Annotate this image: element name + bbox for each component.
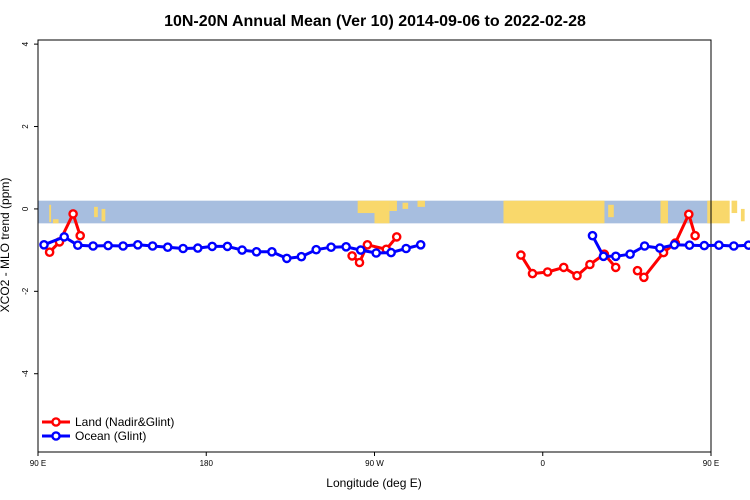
y-tick-label: -4	[21, 370, 30, 378]
ocean-data-point	[73, 240, 83, 250]
ocean-data-point	[401, 243, 411, 254]
land-data-point	[639, 272, 649, 283]
land-data-point	[354, 257, 365, 268]
land-data-point	[558, 262, 569, 273]
x-axis: 90 E 180 90 W 0 90 E	[30, 452, 719, 468]
map-land	[417, 200, 425, 207]
map-land	[49, 204, 52, 223]
x-tick-label: 90 E	[30, 459, 46, 468]
series-layer	[39, 209, 750, 283]
map-land	[503, 200, 605, 224]
land-data-point	[585, 259, 595, 270]
ocean-data-point	[598, 251, 609, 262]
x-tick-label: 180	[200, 459, 214, 468]
land-series-line	[48, 212, 82, 254]
ocean-data-point	[655, 243, 665, 253]
ocean-data-point	[103, 240, 113, 251]
y-tick-label: 4	[21, 41, 30, 46]
land-data-point	[516, 250, 526, 260]
map-land	[389, 200, 397, 211]
ocean-data-point	[415, 239, 426, 250]
ocean-data-point	[625, 249, 635, 259]
map-land	[608, 204, 614, 218]
land-data-point	[68, 209, 78, 219]
map-land	[402, 202, 409, 209]
y-tick-label: -2	[21, 287, 30, 295]
land-data-point	[610, 262, 621, 273]
legend-ocean-label: Ocean (Glint)	[75, 429, 146, 443]
legend: Land (Nadir&Glint)Ocean (Glint)	[42, 415, 174, 443]
ocean-data-point	[281, 253, 292, 264]
ocean-data-point	[39, 239, 49, 250]
map-land	[660, 200, 669, 224]
ocean-data-point	[355, 245, 366, 255]
x-tick-label: 90 E	[703, 459, 719, 468]
ocean-data-point	[611, 251, 621, 262]
legend-land-label: Land (Nadir&Glint)	[75, 415, 174, 429]
ocean-data-point	[162, 242, 173, 252]
ocean-data-point	[178, 243, 188, 254]
map-land	[94, 206, 98, 218]
ocean-data-point	[311, 244, 322, 255]
land-data-point	[632, 265, 643, 276]
map-land	[731, 200, 738, 214]
land-data-point	[542, 267, 553, 277]
ocean-data-point	[699, 240, 710, 251]
ocean-data-point	[59, 232, 69, 242]
chart-title: 10N-20N Annual Mean (Ver 10) 2014-09-06 …	[164, 13, 586, 30]
land-data-point	[572, 270, 582, 281]
ocean-data-point	[587, 230, 598, 241]
legend-land-marker	[51, 417, 61, 427]
ocean-data-point	[326, 242, 336, 252]
ocean-data-point	[147, 241, 158, 251]
ocean-data-point	[267, 246, 277, 257]
ocean-data-point	[684, 240, 695, 250]
ocean-data-point	[251, 246, 262, 257]
land-data-point	[684, 209, 694, 220]
land-data-point	[347, 251, 357, 261]
x-tick-label: 0	[541, 459, 546, 468]
map-land	[707, 200, 730, 224]
series-ocean	[39, 230, 750, 264]
ocean-data-point	[386, 247, 396, 258]
land-data-point	[44, 247, 55, 257]
ocean-data-point	[669, 239, 680, 250]
y-axis-label: XCO2 - MLO trend (ppm)	[0, 178, 12, 313]
ocean-data-point	[237, 245, 247, 255]
land-data-point	[527, 268, 538, 279]
legend-ocean-marker	[51, 431, 61, 441]
ocean-data-point	[118, 241, 128, 251]
ocean-data-point	[296, 251, 307, 262]
y-axis: 4 2 0 -2 -4	[21, 41, 38, 377]
ocean-data-point	[88, 241, 98, 251]
map-land	[357, 200, 375, 214]
land-data-point	[391, 232, 402, 242]
land-data-point	[690, 230, 700, 241]
y-tick-label: 2	[21, 124, 30, 129]
map-land	[52, 219, 59, 224]
x-tick-label: 90 W	[365, 459, 384, 468]
x-axis-label: Longitude (deg E)	[326, 476, 421, 490]
ocean-data-point	[192, 243, 203, 253]
land-data-point	[75, 230, 85, 241]
ocean-data-point	[371, 248, 382, 258]
ocean-data-point	[132, 239, 143, 250]
map-strip	[38, 200, 745, 224]
y-tick-label: 0	[21, 206, 30, 211]
ocean-data-point	[714, 240, 724, 250]
map-land	[740, 208, 745, 222]
ocean-data-point	[207, 241, 217, 252]
ocean-data-point	[222, 241, 233, 252]
ocean-data-point	[729, 241, 739, 251]
ocean-data-point	[341, 241, 351, 252]
land-data-point	[362, 239, 373, 250]
map-land	[101, 208, 106, 222]
ocean-data-point	[639, 241, 650, 251]
ocean-data-point	[743, 240, 750, 250]
map-land	[374, 200, 390, 224]
